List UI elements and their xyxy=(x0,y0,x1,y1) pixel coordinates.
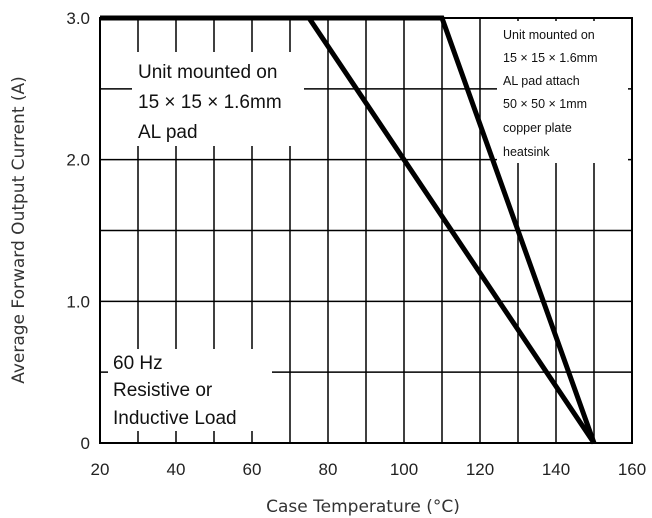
y-axis-label: Average Forward Output Current (A) xyxy=(9,76,29,384)
x-tick-label: 140 xyxy=(542,460,570,479)
annotation-heatsink-line-4: 50 × 50 × 1mm xyxy=(503,97,587,111)
y-tick-label: 3.0 xyxy=(66,9,90,28)
y-tick-labels: 0 1.0 2.0 3.0 xyxy=(66,9,90,453)
annotation-al-pad-line-2: 15 × 15 × 1.6mm xyxy=(138,92,282,113)
annotation-al-pad-line-3: AL pad xyxy=(138,122,198,143)
x-tick-label: 80 xyxy=(319,460,338,479)
annotation-heatsink-line-1: Unit mounted on xyxy=(503,28,595,42)
annotation-heatsink-line-3: AL pad attach xyxy=(503,74,580,88)
x-axis-label: Case Temperature (°C) xyxy=(266,497,460,517)
annotation-background-al-pad xyxy=(132,52,304,146)
annotation-background-load xyxy=(108,349,272,431)
x-tick-label: 40 xyxy=(167,460,186,479)
annotation-heatsink-line-6: heatsink xyxy=(503,145,550,159)
y-tick-label: 0 xyxy=(81,434,90,453)
annotation-al-pad-line-1: Unit mounted on xyxy=(138,62,277,83)
x-tick-label: 120 xyxy=(466,460,494,479)
annotation-heatsink-line-5: copper plate xyxy=(503,121,572,135)
x-tick-label: 100 xyxy=(390,460,418,479)
plot-frame xyxy=(99,17,633,444)
annotation-heatsink-line-2: 15 × 15 × 1.6mm xyxy=(503,51,598,65)
x-tick-label: 160 xyxy=(618,460,646,479)
y-tick-label: 2.0 xyxy=(66,151,90,170)
annotation-load-line-3: Inductive Load xyxy=(113,408,237,429)
x-tick-label: 60 xyxy=(243,460,262,479)
y-tick-label: 1.0 xyxy=(66,292,90,311)
annotation-load-line-2: Resistive or xyxy=(113,380,213,401)
x-tick-labels: 20 40 60 80 100 120 140 160 xyxy=(91,460,647,479)
annotation-background-heatsink xyxy=(497,21,628,163)
x-tick-label: 20 xyxy=(91,460,110,479)
annotation-load-line-1: 60 Hz xyxy=(113,353,163,374)
